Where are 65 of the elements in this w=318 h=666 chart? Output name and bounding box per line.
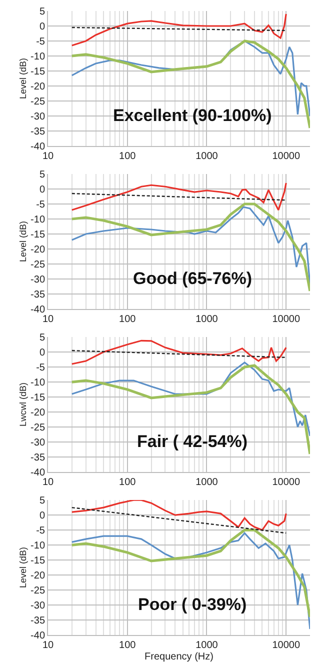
- x-tick-label: 1000: [196, 314, 218, 325]
- x-tick-label: 100: [119, 314, 136, 325]
- y-tick-label: -25: [30, 586, 46, 597]
- y-tick-label: 5: [39, 6, 46, 18]
- y-tick-label: -15: [30, 392, 46, 404]
- y-axis-title: Level (dB): [18, 220, 28, 262]
- y-tick-label: -40: [30, 304, 46, 316]
- x-tick-label: 10: [42, 476, 54, 488]
- x-tick-label: 10: [42, 150, 54, 162]
- y-tick-label: -5: [36, 36, 46, 48]
- y-tick-label: -35: [30, 289, 46, 300]
- y-tick-label: -25: [30, 96, 46, 108]
- y-tick-label: -10: [30, 51, 46, 62]
- y-tick-label: -40: [30, 141, 46, 152]
- y-tick-label: 5: [39, 170, 46, 181]
- y-tick-label: -20: [30, 81, 46, 92]
- y-tick-label: 0: [39, 184, 46, 196]
- annotation: Excellent (90-100%): [113, 106, 272, 125]
- y-tick-label: 0: [39, 348, 46, 359]
- y-axis-title: Level (dB): [18, 547, 28, 588]
- annotation: Fair ( 42-54%): [137, 432, 248, 451]
- y-tick-label: -5: [36, 362, 46, 374]
- y-tick-label: -20: [30, 570, 46, 582]
- annotation: Poor ( 0-39%): [138, 595, 247, 614]
- x-tick-label: 10: [42, 314, 54, 325]
- y-tick-label: 5: [39, 496, 46, 507]
- y-tick-label: -10: [30, 540, 46, 552]
- y-tick-label: -30: [30, 274, 46, 286]
- y-tick-label: -35: [30, 452, 46, 464]
- y-tick-label: 0: [39, 510, 46, 522]
- x-tick-label: 10000: [272, 640, 300, 651]
- y-tick-label: -30: [30, 111, 46, 122]
- x-tick-label: 1000: [196, 640, 218, 651]
- x-tick-label: 1000: [196, 476, 218, 488]
- y-tick-label: -30: [30, 437, 46, 448]
- y-tick-label: -20: [30, 408, 46, 419]
- y-tick-label: -10: [30, 378, 46, 389]
- x-tick-label: 10000: [272, 150, 300, 162]
- y-tick-label: -15: [30, 66, 46, 78]
- y-axis-title: Lwcwl (dB): [18, 382, 28, 427]
- annotation: Good (65-76%): [133, 269, 252, 288]
- y-axis-title: Level (dB): [18, 58, 28, 99]
- y-tick-label: -15: [30, 229, 46, 240]
- y-tick-label: -5: [36, 526, 46, 537]
- x-tick-label: 100: [119, 476, 136, 488]
- y-tick-label: -35: [30, 126, 46, 138]
- y-tick-label: 5: [39, 332, 46, 344]
- x-tick-label: 1000: [196, 150, 218, 162]
- y-tick-label: -30: [30, 600, 46, 612]
- y-tick-label: -25: [30, 259, 46, 270]
- y-tick-label: -15: [30, 556, 46, 567]
- y-tick-label: -35: [30, 616, 46, 627]
- x-tick-label: 10: [42, 640, 54, 651]
- x-tick-label: 100: [119, 150, 136, 162]
- y-tick-label: -40: [30, 630, 46, 642]
- x-axis-title: Frequency (Hz): [144, 652, 214, 662]
- x-tick-label: 10000: [272, 314, 300, 325]
- y-tick-label: -25: [30, 422, 46, 434]
- x-tick-label: 100: [119, 640, 136, 651]
- x-tick-label: 10000: [272, 476, 300, 488]
- y-tick-label: -10: [30, 214, 46, 226]
- y-tick-label: -5: [36, 200, 46, 211]
- y-tick-label: -20: [30, 244, 46, 256]
- y-tick-label: 0: [39, 21, 46, 32]
- y-tick-label: -40: [30, 467, 46, 478]
